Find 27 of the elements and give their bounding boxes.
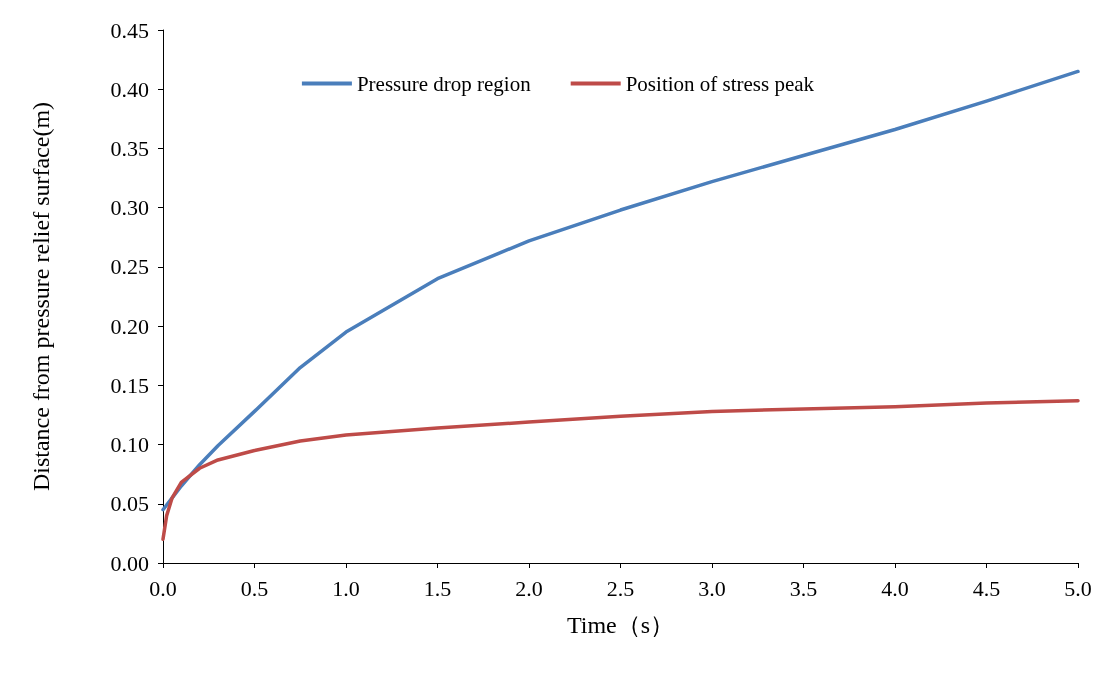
y-tick-label: 0.20 <box>110 313 149 339</box>
y-tick-label: 0.30 <box>110 195 149 221</box>
y-tick-label: 0.15 <box>110 372 149 398</box>
x-tick-label: 4.5 <box>972 575 1001 601</box>
x-tick-label: 2.5 <box>606 575 635 601</box>
y-tick-label: 0.10 <box>110 432 149 458</box>
x-tick-label: 3.0 <box>698 575 726 601</box>
legend-label: Pressure drop region <box>356 71 532 96</box>
x-tick-label: 3.5 <box>789 575 818 601</box>
x-axis-title: Time（s） <box>566 612 675 638</box>
x-tick-label: 0.5 <box>240 575 269 601</box>
y-tick-label: 0.05 <box>110 491 149 517</box>
x-tick-label: 1.0 <box>332 575 360 601</box>
y-tick-label: 0.00 <box>110 550 149 576</box>
x-tick-label: 4.0 <box>881 575 909 601</box>
x-tick-label: 5.0 <box>1064 575 1092 601</box>
x-tick-label: 1.5 <box>423 575 452 601</box>
legend-label: Position of stress peak <box>625 71 815 96</box>
y-axis-title: Distance from pressure relief surface(m) <box>28 101 54 492</box>
x-tick-label: 0.0 <box>149 575 177 601</box>
y-tick-label: 0.35 <box>110 135 149 161</box>
y-tick-label: 0.25 <box>110 254 149 280</box>
x-tick-label: 2.0 <box>515 575 543 601</box>
line-series <box>161 398 1080 542</box>
y-tick-label: 0.45 <box>110 17 149 43</box>
y-tick-label: 0.40 <box>110 76 149 102</box>
line-series <box>161 69 1080 512</box>
